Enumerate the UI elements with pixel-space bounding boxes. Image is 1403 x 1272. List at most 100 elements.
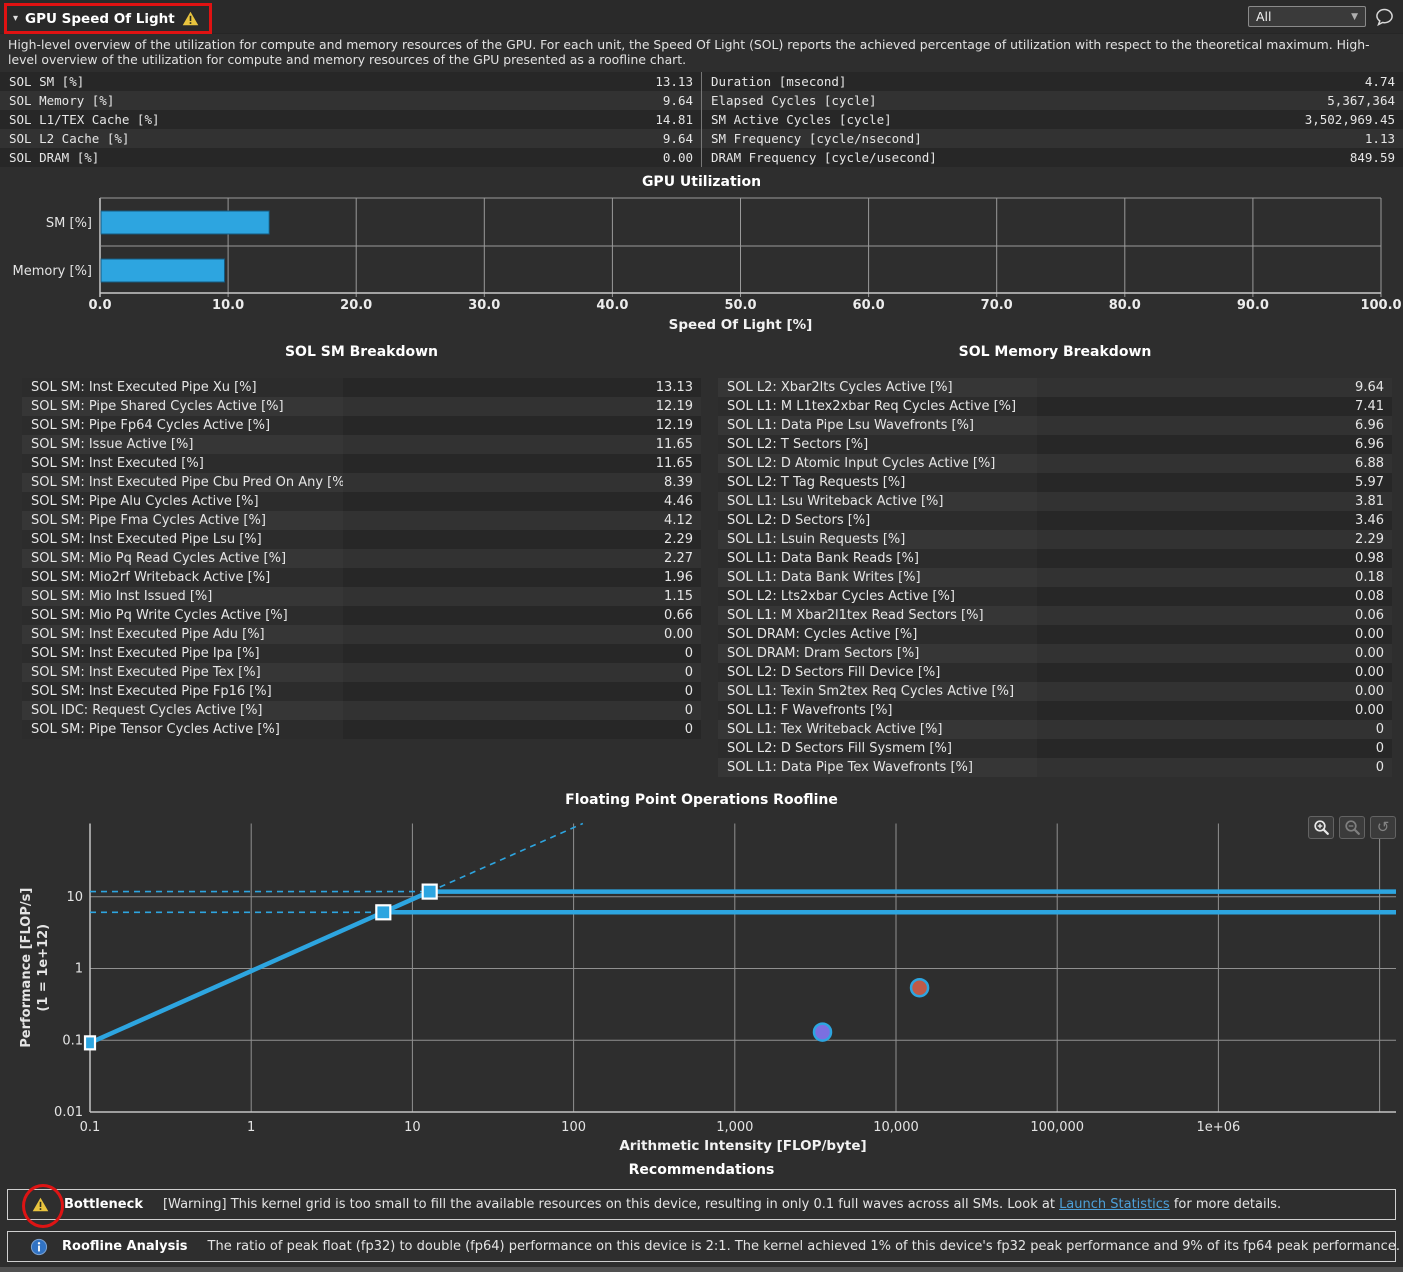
table-row[interactable]: SOL L1: F Wavefronts [%]0.00 <box>718 701 1392 720</box>
table-row[interactable]: SOL DRAM [%]0.00 <box>0 148 701 167</box>
launch-statistics-link[interactable]: Launch Statistics <box>1059 1197 1170 1212</box>
table-row[interactable]: SOL SM: Inst Executed Pipe Ipa [%]0 <box>22 644 701 663</box>
table-row[interactable]: SOL SM: Inst Executed Pipe Lsu [%]2.29 <box>22 530 701 549</box>
table-row[interactable]: Duration [msecond]4.74 <box>702 72 1403 91</box>
section-title: GPU Speed Of Light <box>25 11 175 27</box>
metric-value: 4.74 <box>846 72 1403 91</box>
metric-name: SOL L2: T Sectors [%] <box>718 435 1037 454</box>
table-row[interactable]: SOL DRAM: Cycles Active [%]0.00 <box>718 625 1392 644</box>
svg-text:70.0: 70.0 <box>981 298 1013 313</box>
filter-dropdown[interactable]: All ▼ <box>1248 6 1366 27</box>
table-row[interactable]: SOL Memory [%]9.64 <box>0 91 701 110</box>
table-row[interactable]: SM Active Cycles [cycle]3,502,969.45 <box>702 110 1403 129</box>
table-row[interactable]: SOL L2: D Sectors [%]3.46 <box>718 511 1392 530</box>
table-row[interactable]: SOL L1: M L1tex2xbar Req Cycles Active [… <box>718 397 1392 416</box>
roofline-chart[interactable]: 0.010.11100.11101001,00010,000100,0001e+… <box>0 812 1403 1160</box>
metric-name: SM Frequency [cycle/nsecond] <box>702 129 922 148</box>
collapse-caret-icon[interactable]: ▾ <box>13 13 18 24</box>
table-row[interactable]: SOL L2: Lts2xbar Cycles Active [%]0.08 <box>718 587 1392 606</box>
table-row[interactable]: SOL L1: Data Bank Reads [%]0.98 <box>718 549 1392 568</box>
table-row[interactable]: SOL SM: Mio2rf Writeback Active [%]1.96 <box>22 568 701 587</box>
metric-name: SOL SM: Inst Executed [%] <box>22 454 343 473</box>
table-row[interactable]: SOL L1: Texin Sm2tex Req Cycles Active [… <box>718 682 1392 701</box>
metric-name: SOL L1: Data Bank Reads [%] <box>718 549 1037 568</box>
svg-text:10: 10 <box>66 890 83 905</box>
metric-value: 9.64 <box>1037 378 1392 397</box>
table-row[interactable]: SOL SM: Pipe Fma Cycles Active [%]4.12 <box>22 511 701 530</box>
bottleneck-label: Bottleneck <box>64 1197 143 1212</box>
metric-name: SOL SM: Inst Executed Pipe Cbu Pred On A… <box>22 473 343 492</box>
table-row[interactable]: SOL L2: T Sectors [%]6.96 <box>718 435 1392 454</box>
metric-name: Duration [msecond] <box>702 72 846 91</box>
metric-value: 4.46 <box>343 492 701 511</box>
table-row[interactable]: SOL L1: Data Pipe Tex Wavefronts [%]0 <box>718 758 1392 777</box>
table-row[interactable]: SOL SM: Inst Executed Pipe Cbu Pred On A… <box>22 473 701 492</box>
table-row[interactable]: SOL DRAM: Dram Sectors [%]0.00 <box>718 644 1392 663</box>
metric-value: 6.88 <box>1037 454 1392 473</box>
table-row[interactable]: SOL SM: Issue Active [%]11.65 <box>22 435 701 454</box>
table-row[interactable]: SOL L1: Tex Writeback Active [%]0 <box>718 720 1392 739</box>
table-row[interactable]: SOL SM: Inst Executed Pipe Xu [%]13.13 <box>22 378 701 397</box>
table-row[interactable]: SOL L1/TEX Cache [%]14.81 <box>0 110 701 129</box>
metric-value: 12.19 <box>343 397 701 416</box>
roofline-analysis-recommendation-row: Roofline Analysis The ratio of peak floa… <box>7 1231 1396 1262</box>
metric-name: SOL L1: Tex Writeback Active [%] <box>718 720 1037 739</box>
metric-value: 0.00 <box>1037 682 1392 701</box>
metric-name: SOL L1: Lsu Writeback Active [%] <box>718 492 1037 511</box>
metric-value: 0.00 <box>1037 644 1392 663</box>
table-row[interactable]: Elapsed Cycles [cycle]5,367,364 <box>702 91 1403 110</box>
metric-name: SOL L1: Data Pipe Tex Wavefronts [%] <box>718 758 1037 777</box>
table-row[interactable]: SOL L2: D Atomic Input Cycles Active [%]… <box>718 454 1392 473</box>
table-row[interactable]: SOL SM: Pipe Tensor Cycles Active [%]0 <box>22 720 701 739</box>
table-row[interactable]: SOL L2: Xbar2lts Cycles Active [%]9.64 <box>718 378 1392 397</box>
table-row[interactable]: SOL SM: Inst Executed [%]11.65 <box>22 454 701 473</box>
horizontal-scrollbar[interactable] <box>0 1267 1403 1272</box>
table-row[interactable]: SOL L1: Lsuin Requests [%]2.29 <box>718 530 1392 549</box>
metric-value: 2.29 <box>1037 530 1392 549</box>
metric-value: 0 <box>1037 758 1392 777</box>
metric-name: SOL SM: Mio Pq Write Cycles Active [%] <box>22 606 343 625</box>
table-row[interactable]: SOL SM: Pipe Fp64 Cycles Active [%]12.19 <box>22 416 701 435</box>
table-row[interactable]: SOL SM: Pipe Alu Cycles Active [%]4.46 <box>22 492 701 511</box>
table-row[interactable]: SOL SM: Inst Executed Pipe Adu [%]0.00 <box>22 625 701 644</box>
zoom-in-button[interactable] <box>1308 816 1334 839</box>
table-row[interactable]: SOL L1: M Xbar2l1tex Read Sectors [%]0.0… <box>718 606 1392 625</box>
table-row[interactable]: SOL IDC: Request Cycles Active [%]0 <box>22 701 701 720</box>
comment-icon[interactable] <box>1371 5 1397 29</box>
summary-metrics: SOL SM [%]13.13SOL Memory [%]9.64SOL L1/… <box>0 72 1403 167</box>
info-icon <box>30 1238 48 1256</box>
table-row[interactable]: SOL L2: D Sectors Fill Device [%]0.00 <box>718 663 1392 682</box>
table-row[interactable]: SOL SM: Mio Pq Read Cycles Active [%]2.2… <box>22 549 701 568</box>
table-row[interactable]: SOL SM: Mio Inst Issued [%]1.15 <box>22 587 701 606</box>
table-row[interactable]: SOL L1: Data Bank Writes [%]0.18 <box>718 568 1392 587</box>
table-row[interactable]: SOL SM: Inst Executed Pipe Fp16 [%]0 <box>22 682 701 701</box>
metric-value: 5.97 <box>1037 473 1392 492</box>
gpu-utilization-chart: 0.010.020.030.040.050.060.070.080.090.01… <box>0 195 1403 340</box>
bottleneck-text: [Warning] This kernel grid is too small … <box>163 1197 1281 1212</box>
table-row[interactable]: SOL SM: Mio Pq Write Cycles Active [%]0.… <box>22 606 701 625</box>
table-row[interactable]: SOL L1: Lsu Writeback Active [%]3.81 <box>718 492 1392 511</box>
metric-name: SOL SM: Pipe Fma Cycles Active [%] <box>22 511 343 530</box>
table-row[interactable]: SM Frequency [cycle/nsecond]1.13 <box>702 129 1403 148</box>
table-row[interactable]: SOL SM: Pipe Shared Cycles Active [%]12.… <box>22 397 701 416</box>
metric-value: 0 <box>1037 720 1392 739</box>
table-row[interactable]: SOL L1: Data Pipe Lsu Wavefronts [%]6.96 <box>718 416 1392 435</box>
table-row[interactable]: SOL SM [%]13.13 <box>0 72 701 91</box>
svg-text:1: 1 <box>247 1120 255 1135</box>
table-row[interactable]: SOL L2: D Sectors Fill Sysmem [%]0 <box>718 739 1392 758</box>
zoom-out-button[interactable] <box>1339 816 1365 839</box>
table-row[interactable]: SOL L2: T Tag Requests [%]5.97 <box>718 473 1392 492</box>
metric-name: SOL DRAM: Dram Sectors [%] <box>718 644 1037 663</box>
metric-value: 0.98 <box>1037 549 1392 568</box>
metric-name: SOL L1: Data Bank Writes [%] <box>718 568 1037 587</box>
roofline-toolbar: ↺ <box>1308 816 1396 839</box>
zoom-reset-button[interactable]: ↺ <box>1370 816 1396 839</box>
metric-value: 0.08 <box>1037 587 1392 606</box>
metric-value: 1.15 <box>343 587 701 606</box>
metric-name: SOL L2: Lts2xbar Cycles Active [%] <box>718 587 1037 606</box>
table-row[interactable]: DRAM Frequency [cycle/usecond]849.59 <box>702 148 1403 167</box>
metric-name: DRAM Frequency [cycle/usecond] <box>702 148 937 167</box>
table-row[interactable]: SOL SM: Inst Executed Pipe Tex [%]0 <box>22 663 701 682</box>
metric-value: 0 <box>343 682 701 701</box>
table-row[interactable]: SOL L2 Cache [%]9.64 <box>0 129 701 148</box>
